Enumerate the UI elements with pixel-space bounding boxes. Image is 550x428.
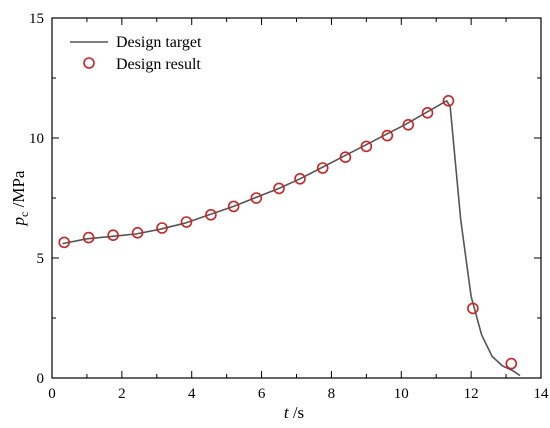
x-tick-label: 2: [118, 386, 126, 402]
data-point: [421, 107, 434, 119]
data-point: [180, 216, 193, 228]
series-line-design-target: [62, 100, 521, 377]
data-point: [402, 119, 415, 131]
y-tick-label: 10: [29, 131, 44, 147]
y-tick-label: 5: [37, 251, 45, 267]
x-tick-label: 14: [534, 386, 550, 402]
legend-label-design-target: Design target: [116, 34, 202, 51]
axes: 0 2 4 6 8 10 12 14 0 5 10 15: [29, 11, 549, 402]
data-point: [227, 200, 240, 213]
data-point: [360, 140, 373, 153]
plot-area: [58, 95, 521, 377]
data-point: [339, 151, 352, 163]
data-point: [131, 227, 144, 239]
x-tick-label: 10: [394, 386, 409, 402]
data-point: [316, 162, 329, 174]
x-tick-label: 6: [258, 386, 266, 402]
data-point: [294, 173, 306, 185]
legend: Design target Design result: [70, 34, 202, 73]
data-point: [82, 231, 95, 244]
x-tick-label: 8: [328, 386, 336, 402]
data-point: [467, 302, 479, 315]
x-tick-label: 4: [188, 386, 196, 402]
data-point: [381, 129, 394, 142]
data-point: [107, 229, 119, 241]
y-tick-label: 15: [29, 11, 44, 27]
data-point: [156, 222, 168, 234]
data-point: [505, 357, 518, 370]
data-point: [250, 192, 263, 204]
x-tick-label: 12: [464, 386, 479, 402]
data-point: [273, 182, 285, 195]
legend-marker-swatch: [83, 57, 95, 69]
data-point: [205, 209, 217, 221]
y-axis-label: pc /MPa: [9, 170, 31, 226]
data-point: [442, 95, 455, 107]
legend-label-design-result: Design result: [116, 56, 201, 73]
y-tick-label: 0: [37, 371, 45, 387]
x-axis-label: t /s: [284, 403, 304, 422]
x-tick-label: 0: [48, 386, 56, 402]
data-point: [58, 236, 71, 249]
